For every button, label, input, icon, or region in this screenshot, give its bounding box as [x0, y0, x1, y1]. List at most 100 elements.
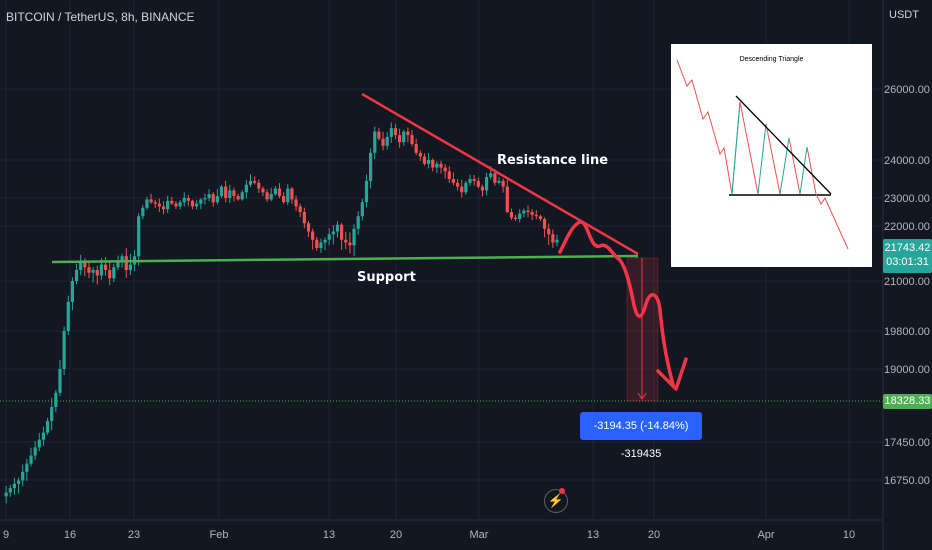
candle-body	[137, 216, 141, 257]
candle-body	[306, 223, 311, 232]
candle-body	[70, 281, 75, 302]
candle-body	[352, 228, 356, 246]
candle-body	[74, 270, 79, 281]
candle-body	[157, 203, 161, 207]
time-tick-label: Apr	[757, 529, 774, 541]
candle-body	[178, 202, 182, 207]
candle-body	[128, 264, 132, 270]
candle-body	[414, 144, 418, 153]
candle-body	[298, 206, 302, 212]
candle-body	[153, 202, 157, 204]
candle-body	[427, 160, 431, 164]
candle-body	[273, 188, 277, 195]
current-price-value: 21743.42	[884, 242, 931, 254]
price-axis-unit[interactable]: USDT	[889, 9, 919, 21]
time-tick-label: Mar	[470, 529, 489, 541]
candle-body	[315, 239, 319, 248]
candle-body	[439, 163, 443, 168]
candle-body	[385, 136, 389, 146]
candle-body	[91, 270, 95, 273]
time-tick-label: 23	[128, 529, 140, 541]
candle-body	[236, 196, 240, 200]
candle-body	[547, 228, 551, 235]
candle-body	[406, 131, 410, 136]
candle-body	[530, 212, 534, 215]
candle-body	[95, 270, 99, 276]
candle-body	[493, 173, 497, 183]
candle-body	[319, 242, 323, 248]
candle-body	[410, 135, 414, 145]
candle-body	[87, 267, 91, 273]
candle-body	[468, 179, 472, 183]
candle-body	[398, 135, 402, 143]
resistance-line	[361, 92, 639, 256]
candle-body	[422, 156, 427, 164]
inset-breakdown	[815, 193, 849, 250]
notification-dot	[559, 488, 565, 494]
candle-body	[203, 198, 207, 200]
candle-body	[447, 171, 451, 179]
candle-body	[33, 447, 37, 456]
candle-body	[116, 261, 120, 268]
candle-body	[83, 261, 87, 268]
candle-body	[501, 180, 505, 187]
candle-body	[551, 234, 555, 243]
candle-body	[518, 213, 522, 219]
symbol-title[interactable]: BITCOIN / TetherUS, 8h, BINANCE	[6, 10, 195, 24]
inset-diagram	[676, 59, 849, 250]
candle-body	[174, 203, 178, 207]
candle-body	[373, 131, 377, 153]
inset-up-legs	[731, 101, 808, 195]
candle-body	[534, 214, 538, 217]
candle-body	[12, 483, 17, 489]
candle-body	[224, 186, 228, 198]
candle-body	[79, 261, 83, 270]
candle-body	[62, 331, 66, 369]
candle-body	[360, 202, 364, 217]
candle-body	[348, 242, 352, 246]
candle-body	[240, 192, 244, 200]
candle-body	[257, 182, 261, 189]
candle-body	[389, 128, 393, 137]
candle-body	[542, 219, 547, 229]
candle-body	[161, 206, 166, 210]
inset-down-legs	[739, 101, 817, 195]
time-tick-label: 13	[587, 529, 599, 541]
candle-body	[50, 406, 54, 421]
time-axis-labels: 9 16 23 Feb 13 20 Mar 13 20 Apr 10	[3, 529, 855, 541]
candle-body	[190, 200, 195, 207]
candle-body	[277, 188, 282, 197]
price-tick-label: 17450.00	[884, 437, 930, 449]
time-tick-label: 9	[3, 529, 9, 541]
candle-body	[402, 131, 406, 143]
countdown-value: 03:01:31	[886, 256, 929, 268]
candle-body	[513, 217, 518, 219]
candle-body	[538, 216, 543, 219]
resistance-label: Resistance line	[497, 153, 608, 168]
candle-body	[340, 224, 344, 240]
candle-body	[497, 180, 501, 183]
candle-body	[381, 138, 385, 146]
lightning-icon[interactable]: ⚡	[544, 489, 568, 513]
price-tick-label: 19800.00	[884, 326, 930, 338]
candle-body	[265, 192, 269, 200]
candle-body	[219, 186, 224, 197]
candle-body	[302, 212, 306, 224]
support-label: Support	[357, 270, 416, 285]
candle-body	[16, 480, 21, 484]
candle-body	[54, 392, 58, 407]
candle-body	[509, 212, 514, 218]
inset-lead-in	[676, 59, 733, 195]
candle-body	[66, 301, 70, 331]
candle-body	[253, 180, 257, 183]
candle-body	[369, 152, 373, 181]
candle-body	[186, 198, 190, 201]
candle-body	[215, 196, 219, 203]
candle-body	[290, 188, 294, 200]
candle-body	[455, 182, 460, 187]
price-tick-label: 26000.00	[884, 84, 930, 96]
candle-body	[228, 190, 232, 198]
candle-body	[261, 188, 265, 193]
time-tick-label: 13	[323, 529, 335, 541]
